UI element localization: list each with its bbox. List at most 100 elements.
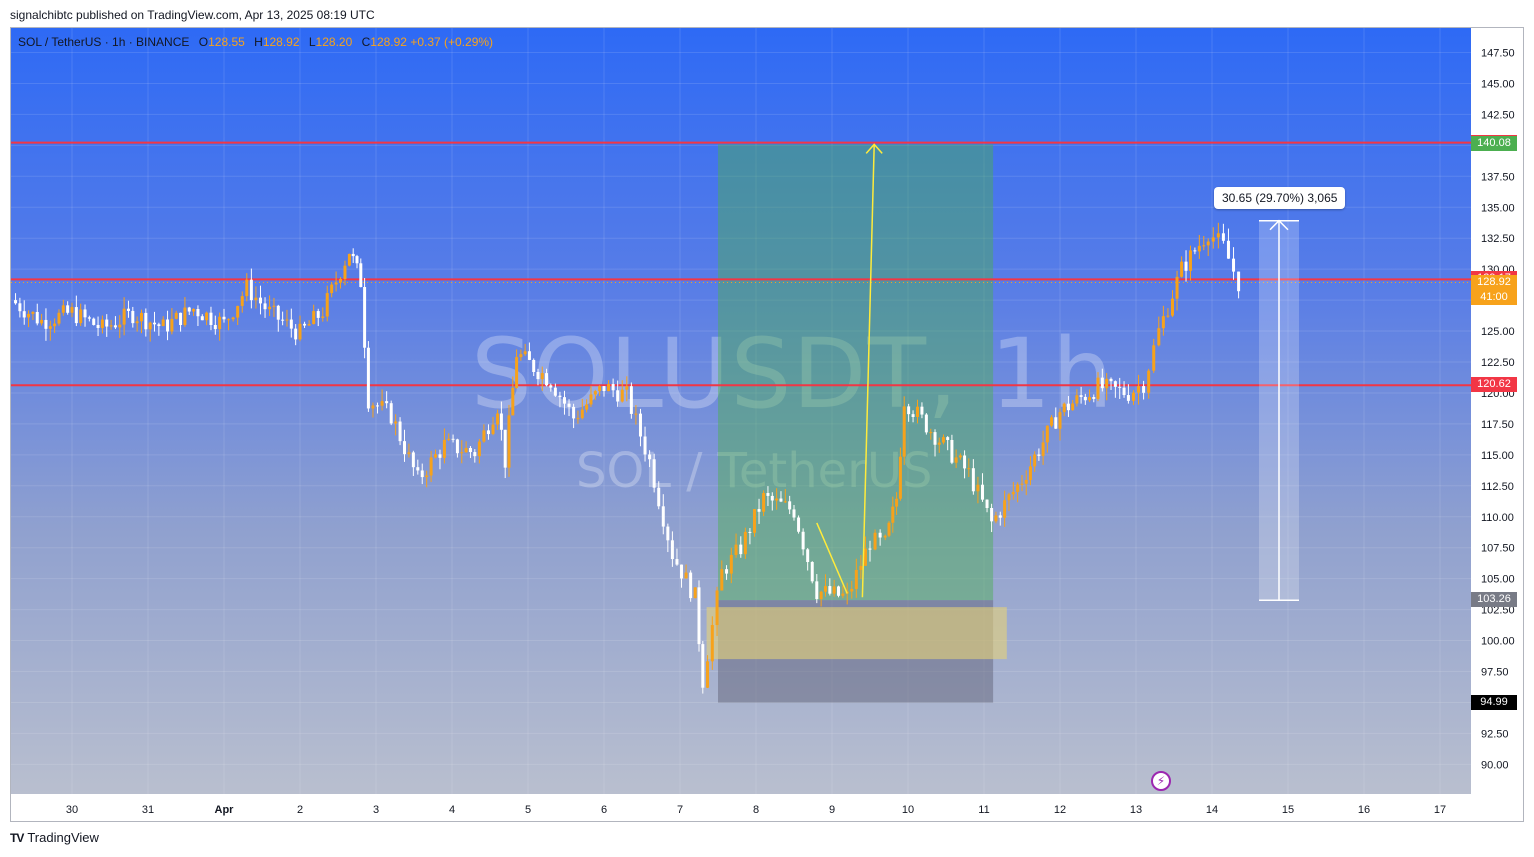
candle-body — [482, 430, 486, 442]
time-tick-label: 7 — [677, 804, 683, 816]
price-tick-label: 105.00 — [1481, 574, 1515, 586]
lightning-icon[interactable]: ⚡ — [1151, 771, 1171, 791]
candle-body — [788, 501, 792, 510]
candle-body — [832, 586, 836, 594]
candle-body — [507, 415, 511, 468]
candle-countdown: 41:00 — [1471, 289, 1517, 305]
candle-body — [675, 559, 679, 565]
candle-body — [783, 501, 787, 503]
candle-body — [61, 305, 65, 313]
candle-body — [1170, 298, 1174, 316]
time-tick-label: 11 — [978, 804, 989, 816]
candle-body — [1118, 386, 1122, 388]
candle-body — [1096, 377, 1100, 399]
time-axis[interactable] — [11, 794, 1471, 821]
candle-body — [976, 484, 980, 492]
candle-body — [1152, 345, 1156, 371]
candle-body — [701, 644, 705, 688]
candle-body — [779, 498, 783, 502]
candle-body — [689, 572, 693, 599]
candle-body — [998, 515, 1002, 518]
candle-body — [416, 467, 420, 471]
candle-body — [1137, 386, 1141, 393]
candle-body — [898, 456, 902, 499]
candle-body — [810, 562, 814, 582]
candle-body — [593, 391, 597, 395]
candle-body — [325, 293, 329, 317]
candle-body — [1180, 261, 1184, 277]
candle-body — [734, 544, 738, 555]
plot-background[interactable] — [11, 28, 1471, 794]
candle-body — [1083, 396, 1087, 401]
candle-body — [994, 515, 998, 522]
candle-body — [1062, 403, 1066, 413]
price-tick-label: 137.50 — [1481, 171, 1515, 183]
candle-body — [553, 387, 557, 396]
candle-body — [135, 321, 139, 324]
candle-body — [249, 279, 253, 301]
candle-body — [558, 395, 562, 398]
candle-body — [74, 307, 78, 324]
measure-label[interactable]: 30.65 (29.70%) 3,065 — [1214, 187, 1346, 209]
candle-body — [1041, 442, 1045, 456]
candle-body — [652, 459, 656, 488]
candle-body — [227, 319, 231, 321]
candle-body — [706, 661, 710, 688]
candle-body — [648, 454, 652, 460]
candle-body — [118, 324, 122, 328]
projection-arrow-head — [865, 143, 883, 154]
candle-body — [1003, 500, 1007, 518]
candle-body — [222, 316, 226, 320]
chart-canvas[interactable]: 147.50145.00142.50140.00137.50135.00132.… — [11, 28, 1524, 822]
candle-body — [1122, 387, 1126, 396]
candle-body — [376, 405, 380, 407]
candle-body — [680, 564, 684, 579]
candle-body — [985, 499, 989, 508]
candle-body — [113, 325, 117, 328]
candle-body — [70, 307, 74, 313]
time-tick-label: 5 — [525, 804, 531, 816]
candle-body — [863, 548, 867, 566]
price-tick-label: 102.50 — [1481, 605, 1515, 617]
candle-body — [298, 323, 302, 340]
candle-body — [1131, 392, 1135, 401]
time-tick-label: 31 — [142, 804, 154, 816]
candle-body — [607, 384, 611, 392]
candle-body — [79, 309, 83, 324]
candle-body — [109, 325, 113, 327]
candle-body — [100, 319, 104, 329]
candle-body — [710, 625, 714, 662]
candle-body — [1109, 378, 1113, 382]
time-tick-label: 2 — [297, 804, 303, 816]
candle-body — [950, 439, 954, 463]
candle-body — [1071, 403, 1075, 411]
candle-body — [743, 531, 747, 555]
candle-body — [14, 300, 18, 304]
candle-body — [1161, 316, 1165, 329]
candle-body — [122, 308, 126, 325]
price-axis[interactable] — [1471, 28, 1523, 821]
candle-body — [420, 470, 424, 478]
price-tick-label: 122.50 — [1481, 357, 1515, 369]
candle-body — [891, 506, 895, 523]
candle-body — [1197, 245, 1201, 252]
candle-body — [1221, 233, 1225, 241]
candle-body — [126, 308, 130, 311]
candle-body — [806, 549, 810, 563]
candle-body — [496, 413, 500, 425]
candle-body — [625, 386, 629, 390]
candle-body — [819, 591, 823, 600]
symbol-legend[interactable]: SOL / TetherUS · 1h · BINANCE O128.55 H1… — [18, 35, 493, 49]
time-tick-label: 8 — [753, 804, 759, 816]
legend-low: 128.20 — [315, 35, 353, 49]
candle-body — [139, 312, 143, 322]
chart-frame: SOLUSDT, 1h SOL / TetherUS 147.50145.001… — [10, 27, 1524, 822]
candle-body — [883, 535, 887, 538]
candle-body — [411, 452, 415, 468]
price-tick-label: 97.50 — [1481, 667, 1509, 679]
candle-body — [1100, 377, 1104, 389]
candle-body — [958, 455, 962, 458]
candle-body — [105, 319, 109, 327]
candle-body — [1028, 466, 1032, 480]
time-tick-label: 9 — [829, 804, 835, 816]
